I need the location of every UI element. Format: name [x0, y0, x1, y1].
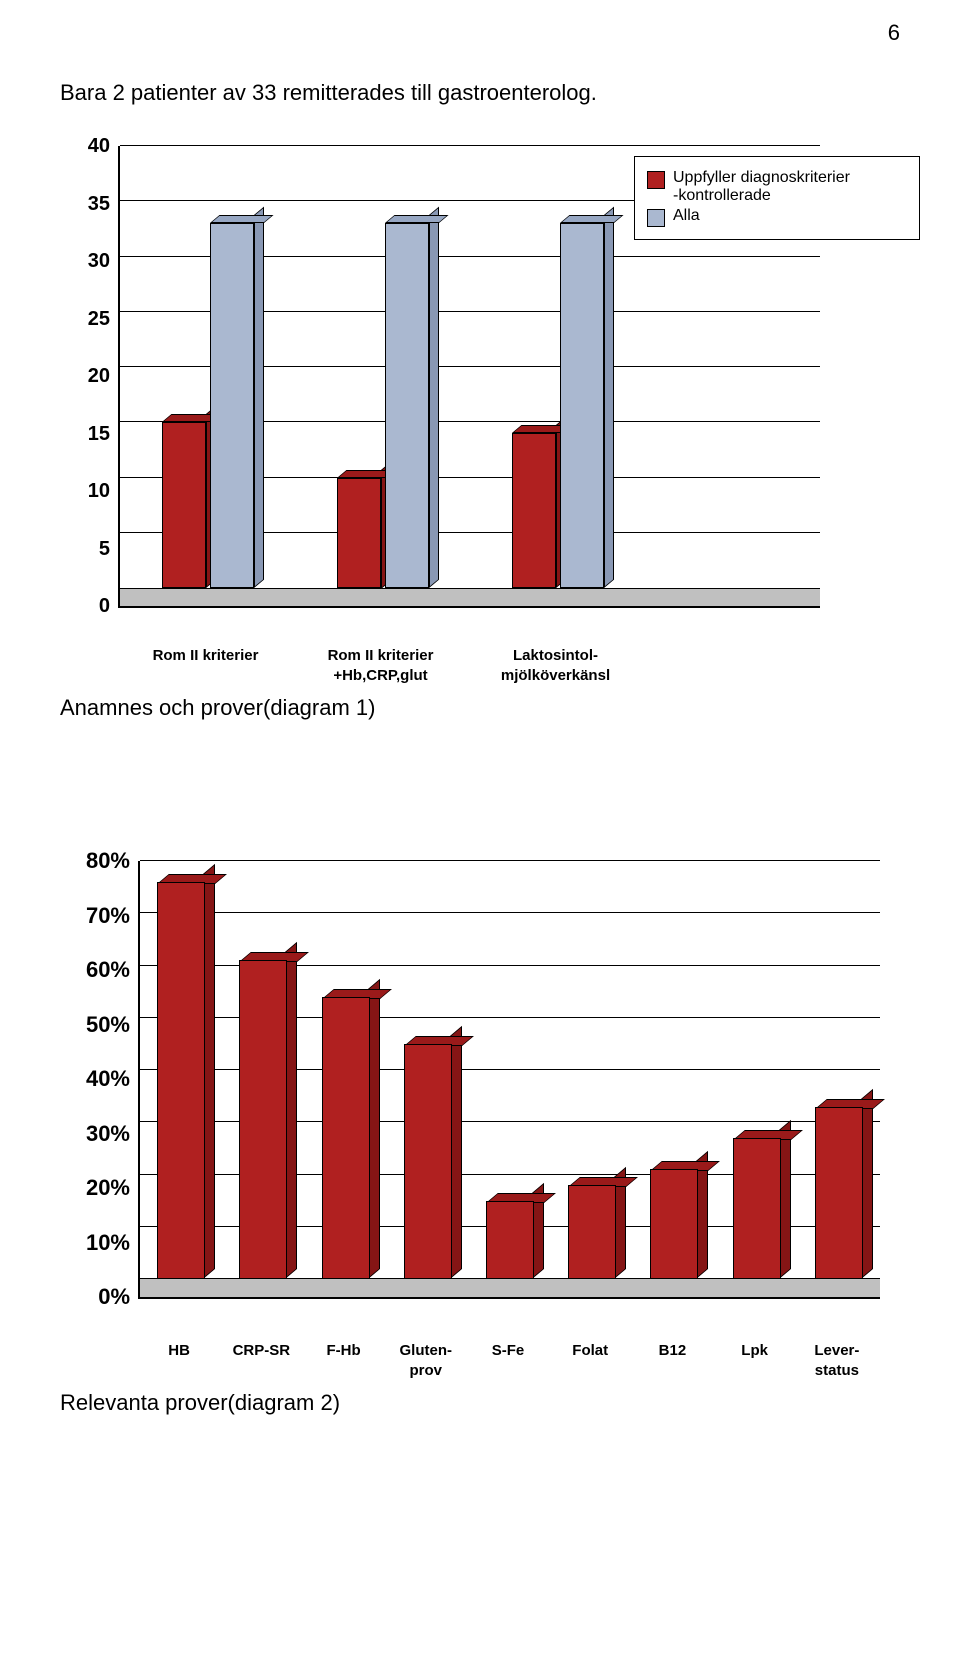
chart1-body: 4035302520151050 Uppfyller diagnoskriter…: [60, 146, 900, 626]
chart1-floor: [120, 588, 820, 606]
chart1: 4035302520151050 Uppfyller diagnoskriter…: [60, 146, 900, 721]
chart2-x-label: F-Hb: [302, 1341, 384, 1380]
chart1-y-tick: 10: [88, 481, 110, 501]
page: 6 Bara 2 patienter av 33 remitterades ti…: [0, 0, 960, 1657]
chart2-bar: [733, 1138, 781, 1279]
chart2-bar: [322, 997, 370, 1279]
chart2-y-tick: 70%: [86, 904, 130, 928]
chart1-y-tick: 5: [99, 539, 110, 559]
chart2-y-tick: 20%: [86, 1176, 130, 1200]
legend-label: Alla: [673, 207, 700, 225]
chart1-group: [295, 223, 470, 588]
chart2-slot: [140, 882, 222, 1279]
chart2-x-label: Lpk: [714, 1341, 796, 1380]
chart1-legend-item: Uppfyller diagnoskriterier-kontrollerade: [647, 169, 907, 205]
chart1-y-tick: 20: [88, 366, 110, 386]
legend-swatch-icon: [647, 209, 665, 227]
chart2-y-axis: 80% 70% 60% 50% 40% 30% 20% 10% 0%: [60, 849, 138, 1309]
chart1-y-tick: 40: [88, 136, 110, 156]
chart2-x-label: CRP-SR: [220, 1341, 302, 1380]
chart1-group: [120, 223, 295, 588]
chart2-slot: [304, 997, 386, 1279]
chart2-bar: [650, 1169, 698, 1279]
chart2-y-tick: 50%: [86, 1013, 130, 1037]
chart2-bars: [140, 861, 880, 1279]
chart1-bar: [210, 223, 254, 588]
chart1-group: [470, 223, 645, 588]
chart2-bar: [486, 1201, 534, 1279]
chart1-bar: [385, 223, 429, 588]
chart2-floor: [140, 1278, 880, 1297]
chart2-y-tick: 80%: [86, 849, 130, 873]
chart2-slot: [551, 1185, 633, 1279]
chart2-y-tick: 10%: [86, 1231, 130, 1255]
chart1-y-tick: 35: [88, 194, 110, 214]
chart1-legend: Uppfyller diagnoskriterier-kontrollerade…: [634, 156, 920, 240]
chart2-title: Relevanta prover(diagram 2): [60, 1390, 900, 1416]
chart2-x-label: B12: [631, 1341, 713, 1380]
chart1-legend-item: Alla: [647, 207, 907, 227]
chart1-bar: [512, 433, 556, 588]
chart1-x-label: Laktosintol-mjölköverkänsl: [468, 646, 643, 685]
chart2-x-label: Folat: [549, 1341, 631, 1380]
intro-text: Bara 2 patienter av 33 remitterades till…: [60, 80, 900, 106]
chart2-slot: [633, 1169, 715, 1279]
chart2-y-tick: 40%: [86, 1067, 130, 1091]
legend-label: Uppfyller diagnoskriterier-kontrollerade: [673, 169, 850, 205]
chart1-bar: [560, 223, 604, 588]
chart2-bar: [815, 1107, 863, 1279]
chart1-y-tick: 15: [88, 424, 110, 444]
chart1-x-label: Rom II kriterier+Hb,CRP,glut: [293, 646, 468, 685]
chart2-bar: [239, 960, 287, 1279]
chart2-bar: [157, 882, 205, 1279]
chart2: 80%70%60%50%40%30%20%10%0% HBCRP-SRF-HbG…: [60, 861, 900, 1416]
chart1-plot: Uppfyller diagnoskriterier-kontrollerade…: [118, 146, 820, 608]
chart2-plot: [138, 861, 880, 1299]
page-number: 6: [888, 20, 900, 46]
chart2-bar: [568, 1185, 616, 1279]
chart2-slot: [716, 1138, 798, 1279]
chart2-slot: [222, 960, 304, 1279]
chart1-y-tick: 25: [88, 309, 110, 329]
chart2-x-label: HB: [138, 1341, 220, 1380]
chart2-x-label: Gluten-prov: [385, 1341, 467, 1380]
chart2-y-tick: 60%: [86, 958, 130, 982]
chart2-slot: [798, 1107, 880, 1279]
chart1-y-tick: 0: [99, 596, 110, 616]
chart1-title: Anamnes och prover(diagram 1): [60, 695, 900, 721]
chart2-x-label: Lever-status: [796, 1341, 878, 1380]
chart1-y-axis: 40 35 30 25 20 15 10 5 0: [60, 136, 118, 616]
chart2-body: 80%70%60%50%40%30%20%10%0%: [60, 861, 900, 1321]
chart2-x-label: S-Fe: [467, 1341, 549, 1380]
chart1-y-tick: 30: [88, 251, 110, 271]
chart2-bar: [404, 1044, 452, 1279]
chart2-x-labels: HBCRP-SRF-HbGluten-provS-FeFolatB12LpkLe…: [138, 1341, 878, 1380]
chart2-slot: [387, 1044, 469, 1279]
legend-swatch-icon: [647, 171, 665, 189]
chart2-y-tick: 0%: [98, 1285, 130, 1309]
chart2-y-tick: 30%: [86, 1122, 130, 1146]
chart1-x-labels: Rom II kriterierRom II kriterier+Hb,CRP,…: [118, 646, 818, 685]
chart1-bar: [337, 478, 381, 589]
chart2-slot: [469, 1201, 551, 1279]
chart1-x-label: Rom II kriterier: [118, 646, 293, 685]
chart1-bar: [162, 422, 206, 588]
